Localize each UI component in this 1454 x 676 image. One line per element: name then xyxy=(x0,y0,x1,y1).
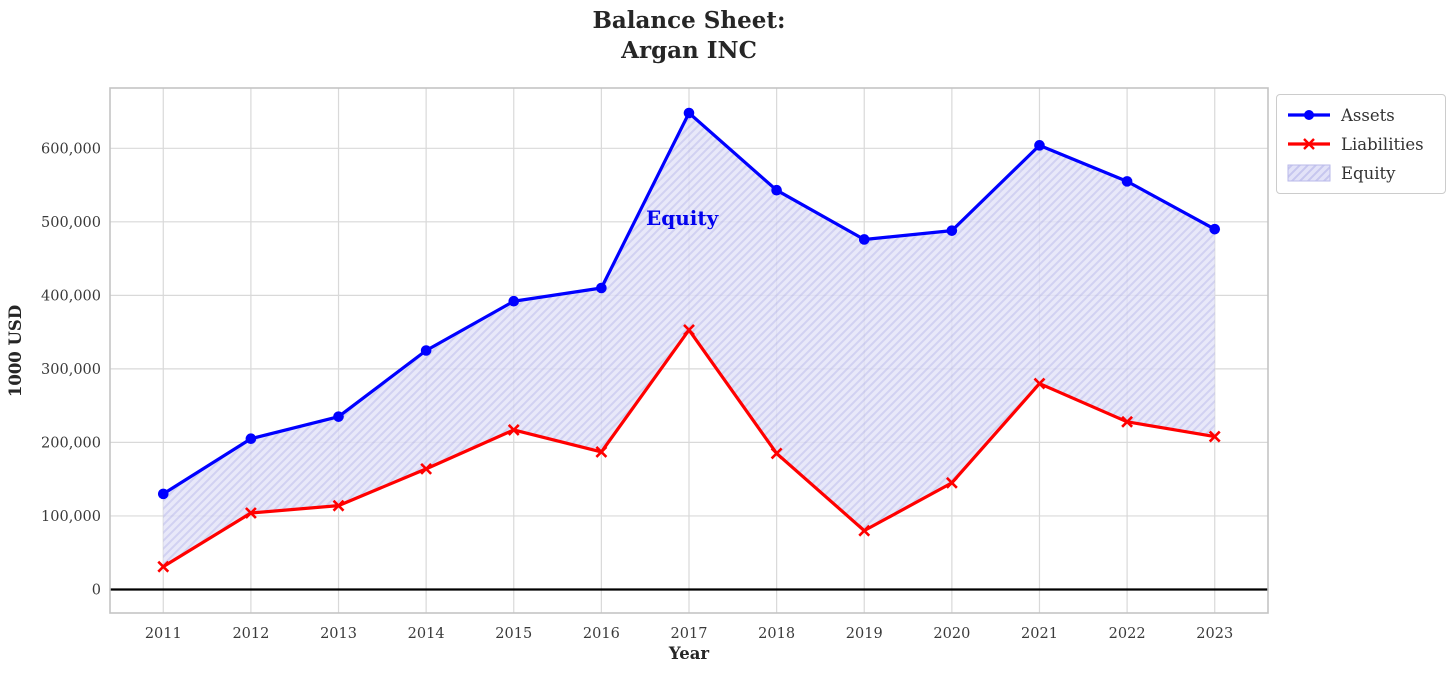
equity-fill xyxy=(163,113,1215,567)
liabilities-marker xyxy=(770,447,783,460)
x-tick-label: 2014 xyxy=(408,626,445,642)
liabilities-marker xyxy=(683,323,695,336)
legend-item-assets: Assets xyxy=(1286,102,1435,128)
x-tick-label: 2012 xyxy=(232,626,269,642)
y-tick-label: 0 xyxy=(92,582,101,598)
assets-marker xyxy=(245,433,257,445)
legend-item-liabilities: Liabilities xyxy=(1286,131,1435,157)
y-axis-title: 1000 USD xyxy=(6,304,25,398)
equity-legend-sample-icon xyxy=(1287,164,1331,182)
y-tick-label: 600,000 xyxy=(41,141,101,157)
liabilities-marker xyxy=(1033,377,1046,390)
chart-title-line1: Balance Sheet: xyxy=(592,7,786,34)
assets-marker xyxy=(1034,140,1045,151)
y-tick-label: 300,000 xyxy=(41,362,101,378)
x-axis-title: Year xyxy=(668,644,710,663)
x-tick-label: 2015 xyxy=(495,626,532,642)
liabilities-marker xyxy=(507,423,520,436)
x-tick-label: 2023 xyxy=(1196,626,1233,642)
liabilities-marker xyxy=(420,462,433,475)
chart-title-line2: Argan INC xyxy=(621,37,757,64)
assets-legend-sample-icon xyxy=(1288,110,1330,120)
data-series xyxy=(157,107,1221,573)
assets-marker xyxy=(683,107,695,119)
legend-label-liabilities: Liabilities xyxy=(1341,134,1424,154)
x-tick-label: 2021 xyxy=(1021,626,1058,642)
plot-frame xyxy=(109,87,1269,614)
legend-label-equity: Equity xyxy=(1341,163,1396,183)
legend: Assets Liabilities Equity xyxy=(1276,94,1446,194)
assets-marker xyxy=(333,411,344,422)
assets-marker xyxy=(858,234,870,245)
x-tick-label: 2019 xyxy=(846,626,883,642)
x-tick-label: 2011 xyxy=(145,626,182,642)
y-tick-label: 400,000 xyxy=(41,288,101,304)
liabilities-marker xyxy=(945,476,958,489)
liabilities-marker xyxy=(244,507,257,519)
liabilities-marker xyxy=(1208,430,1221,443)
assets-marker xyxy=(771,184,782,196)
assets-marker xyxy=(596,282,607,294)
equity-fill-polygon xyxy=(163,113,1215,567)
liabilities-marker xyxy=(157,560,170,573)
y-tick-label: 200,000 xyxy=(41,435,101,451)
assets-marker xyxy=(1209,223,1221,235)
liabilities-marker xyxy=(1121,415,1134,428)
assets-marker xyxy=(946,225,958,236)
x-tick-label: 2022 xyxy=(1109,626,1146,642)
liabilities-marker xyxy=(858,524,871,537)
x-tick-label: 2013 xyxy=(320,626,357,642)
liabilities-legend-sample-icon xyxy=(1288,138,1330,150)
assets-marker xyxy=(508,295,520,307)
assets-marker xyxy=(1121,176,1133,187)
y-tick-label: 100,000 xyxy=(41,509,101,525)
assets-marker xyxy=(420,345,432,356)
x-tick-label: 2018 xyxy=(758,626,795,642)
x-tick-label: 2017 xyxy=(671,626,708,642)
x-tick-label: 2016 xyxy=(583,626,620,642)
legend-label-assets: Assets xyxy=(1341,105,1395,125)
y-tick-label: 500,000 xyxy=(41,215,101,231)
x-tick-label: 2020 xyxy=(933,626,970,642)
assets-marker xyxy=(157,488,169,500)
chart-title: Balance Sheet: Argan INC xyxy=(110,6,1268,66)
legend-item-equity: Equity xyxy=(1286,160,1435,186)
tick-labels: 0 100,000 200,000 300,000 400,000 500,000 600,… xyxy=(41,141,1233,642)
liabilities-marker xyxy=(595,446,608,458)
equity-annotation: Equity xyxy=(646,206,719,230)
axes-spines xyxy=(109,87,1269,614)
liabilities-marker xyxy=(332,499,345,512)
